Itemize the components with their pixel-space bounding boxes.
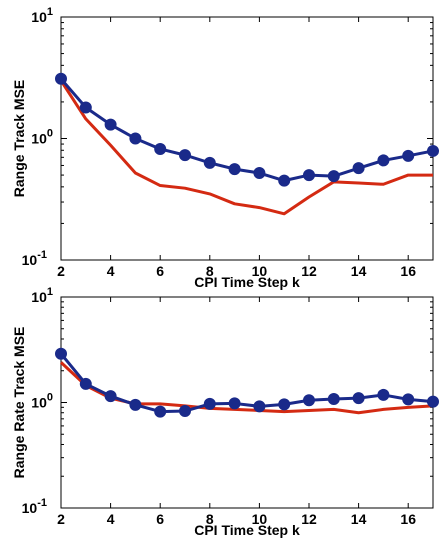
y-tick-label: 101 bbox=[31, 6, 53, 25]
y-tick-label: 100 bbox=[31, 392, 53, 411]
series-0-point bbox=[203, 156, 216, 169]
series-0-point bbox=[303, 169, 315, 182]
plot-area-frame bbox=[60, 16, 434, 261]
y-axis-label: Range Track MSE bbox=[11, 80, 27, 198]
y-tick-label: 10-1 bbox=[22, 497, 47, 516]
series-0-line bbox=[59, 352, 434, 414]
series-1-line bbox=[59, 79, 433, 216]
series-0-point bbox=[129, 132, 142, 145]
series-0-point bbox=[253, 167, 266, 180]
series-0-point bbox=[104, 390, 117, 403]
y-tick-label: 101 bbox=[31, 286, 53, 305]
y-tick-base: 10 bbox=[22, 252, 38, 268]
series-0-point bbox=[129, 398, 142, 411]
y-tick-exponent: 1 bbox=[47, 286, 53, 298]
x-tick-label: 8 bbox=[206, 263, 214, 279]
plot-area-frame bbox=[60, 296, 434, 509]
series-0-point bbox=[402, 393, 415, 406]
y-tick-base: 10 bbox=[31, 395, 47, 411]
x-tick-label: 2 bbox=[57, 511, 65, 527]
x-tick-label: 6 bbox=[156, 263, 164, 279]
series-0-point bbox=[154, 142, 167, 155]
series-0-point bbox=[352, 162, 365, 175]
y-tick-base: 10 bbox=[31, 131, 47, 147]
series-0-point bbox=[154, 405, 167, 418]
series-0-point bbox=[253, 400, 266, 413]
series-0-point bbox=[427, 395, 439, 408]
series-0-point bbox=[278, 398, 291, 411]
series-0-point bbox=[377, 388, 390, 401]
series-0-point bbox=[79, 377, 92, 390]
series-0-point bbox=[179, 405, 191, 418]
series-0-point bbox=[278, 174, 291, 187]
y-tick-base: 10 bbox=[31, 289, 47, 305]
x-tick-label: 6 bbox=[156, 511, 164, 527]
series-0-point bbox=[352, 392, 365, 405]
y-axis-label: Range Rate Track MSE bbox=[11, 327, 27, 479]
x-tick-label: 8 bbox=[206, 511, 214, 527]
series-0-point bbox=[228, 163, 241, 176]
series-0-point bbox=[327, 392, 340, 405]
x-tick-label: 16 bbox=[400, 511, 416, 527]
y-tick-base: 10 bbox=[31, 9, 47, 25]
x-tick-label: 10 bbox=[252, 511, 268, 527]
y-tick-exponent: -1 bbox=[37, 249, 47, 261]
y-tick-exponent: 0 bbox=[47, 128, 53, 140]
series-0-point bbox=[79, 101, 92, 114]
series-0-point bbox=[55, 347, 67, 360]
x-axis-label: CPI Time Step k bbox=[194, 274, 300, 290]
y-tick-exponent: 0 bbox=[47, 392, 53, 404]
series-0-point bbox=[228, 397, 241, 410]
series-0-point bbox=[427, 144, 439, 157]
y-tick-exponent: -1 bbox=[37, 497, 47, 509]
x-tick-label: 4 bbox=[107, 263, 115, 279]
series-0-point bbox=[203, 397, 216, 410]
x-tick-label: 4 bbox=[107, 511, 115, 527]
x-tick-label: 12 bbox=[301, 511, 317, 527]
x-axis-label: CPI Time Step k bbox=[194, 522, 300, 538]
x-tick-label: 10 bbox=[252, 263, 268, 279]
y-tick-exponent: 1 bbox=[47, 6, 53, 18]
series-0-line bbox=[59, 77, 434, 183]
x-tick-label: 2 bbox=[57, 263, 65, 279]
series-0-point bbox=[104, 118, 117, 131]
x-tick-label: 14 bbox=[351, 511, 367, 527]
series-0-point bbox=[377, 154, 390, 167]
series-0-point bbox=[55, 72, 67, 85]
series-0-point bbox=[303, 394, 315, 407]
series-0-point bbox=[402, 149, 415, 162]
y-tick-base: 10 bbox=[22, 500, 38, 516]
y-tick-label: 100 bbox=[31, 128, 53, 147]
x-tick-label: 12 bbox=[301, 263, 317, 279]
x-tick-label: 14 bbox=[351, 263, 367, 279]
y-tick-label: 10-1 bbox=[22, 249, 47, 268]
series-0-point bbox=[179, 149, 191, 162]
series-0-point bbox=[327, 170, 340, 183]
x-tick-label: 16 bbox=[400, 263, 416, 279]
